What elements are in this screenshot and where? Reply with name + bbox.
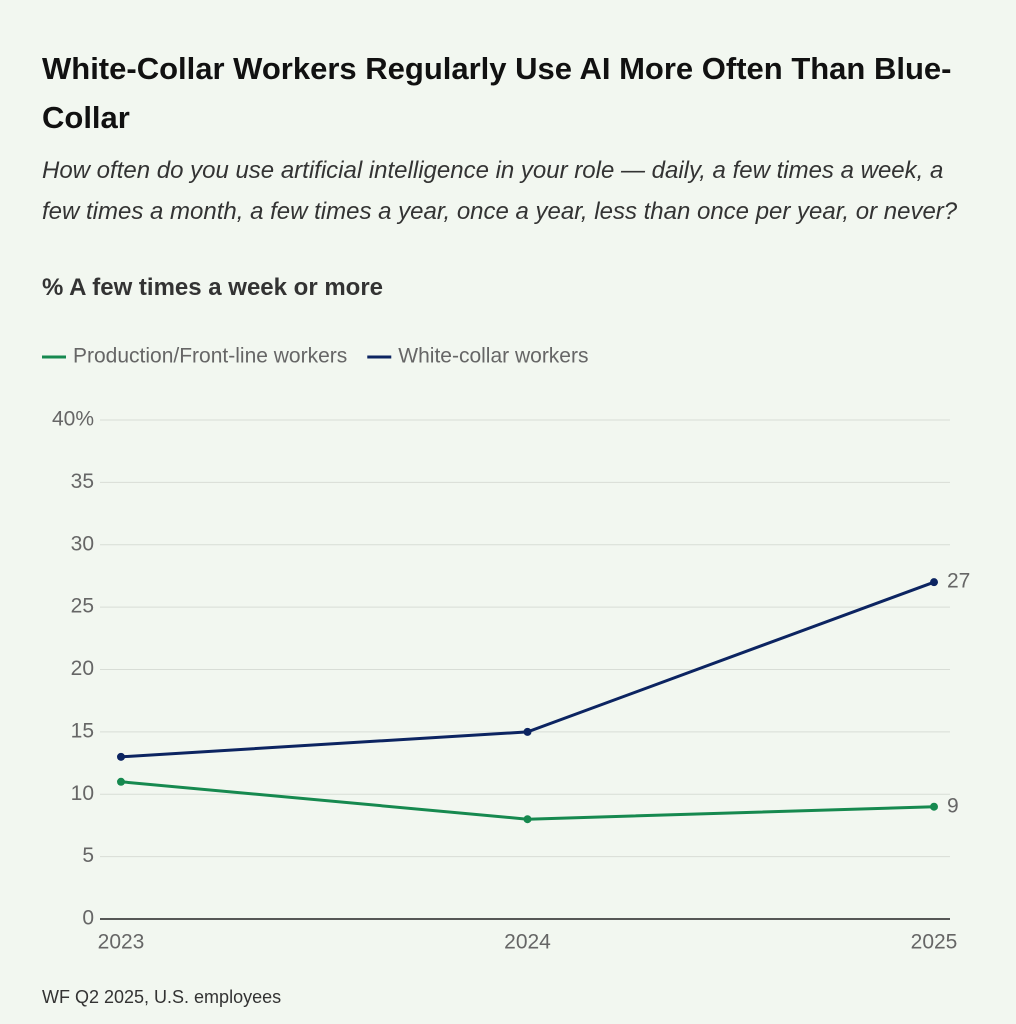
legend-label: Production/Front-line workers: [73, 345, 347, 368]
data-point: [523, 815, 532, 824]
y-axis-label: % A few times a week or more: [42, 274, 384, 301]
data-point: [117, 777, 125, 786]
y-tick-label: 25: [71, 595, 94, 618]
y-tick-label: 35: [71, 470, 94, 493]
y-tick-label: 0: [82, 907, 94, 930]
chart-title: White-Collar Workers Regularly Use AI Mo…: [42, 51, 952, 135]
data-label: 27: [947, 570, 970, 593]
data-point: [523, 727, 532, 736]
x-tick-label: 2025: [911, 931, 958, 954]
x-tick-label: 2024: [504, 931, 551, 954]
y-tick-label: 10: [71, 782, 94, 805]
source-note: WF Q2 2025, U.S. employees: [42, 987, 282, 1007]
x-tick-label: 2023: [98, 931, 145, 954]
data-point: [930, 802, 938, 811]
data-point: [930, 578, 938, 587]
y-tick-label: 5: [82, 844, 94, 867]
data-point: [117, 752, 125, 761]
y-tick-label: 40%: [52, 408, 94, 431]
y-tick-label: 20: [71, 657, 94, 680]
data-label: 9: [947, 794, 959, 817]
y-tick-label: 30: [71, 532, 94, 555]
chart-subtitle: How often do you use artificial intellig…: [42, 157, 958, 225]
legend-label: White-collar workers: [398, 345, 588, 368]
y-tick-label: 15: [71, 719, 94, 742]
series-line: [120, 780, 935, 821]
